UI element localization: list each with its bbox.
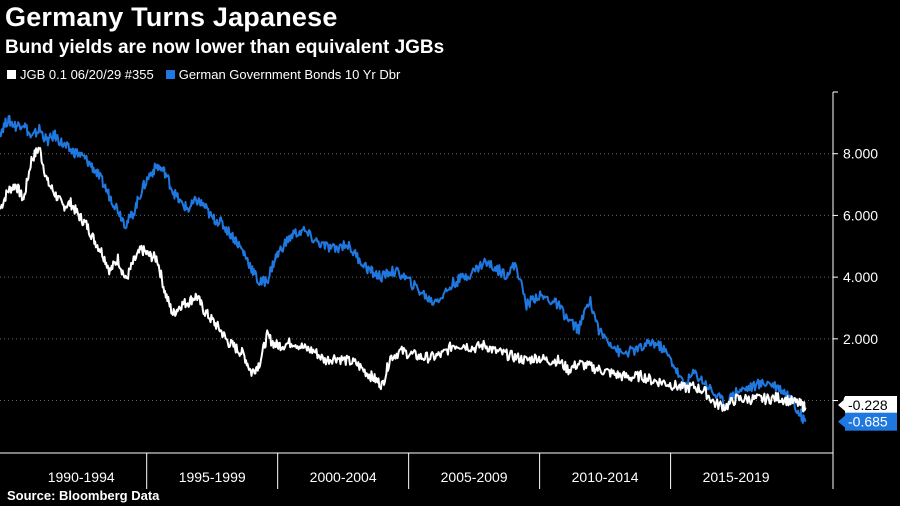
- x-tick-label: 1995-1999: [179, 469, 246, 485]
- x-axis: 1990-1994 1995-1999 2000-2004 2005-2009 2010…: [0, 452, 834, 489]
- source-note: Source: Bloomberg Data: [7, 488, 160, 503]
- last-value-badge-pointer: [838, 415, 845, 428]
- chart-subtitle: Bund yields are now lower than equivalen…: [5, 37, 445, 58]
- last-value-badges: -0.228-0.685: [838, 396, 897, 431]
- legend-swatch-jgb: [7, 70, 16, 79]
- last-value-badge: [845, 412, 897, 431]
- last-value-badge-pointer: [838, 399, 845, 411]
- last-value-label: -0.685: [848, 414, 888, 430]
- x-tick-label: 2000-2004: [310, 469, 377, 485]
- series-line-jgb: [0, 146, 807, 413]
- x-tick-label: 2005-2009: [441, 469, 508, 485]
- last-value-label: -0.228: [848, 397, 888, 413]
- x-tick-label: 2010-2014: [572, 469, 639, 485]
- series-line-bund: [0, 114, 807, 424]
- legend-swatch-bund: [165, 70, 175, 79]
- legend-label-jgb: JGB 0.1 06/20/29 #355: [20, 67, 154, 82]
- legend-label-bund: German Government Bonds 10 Yr Dbr: [178, 67, 401, 82]
- x-tick-label: 1990-1994: [48, 469, 115, 485]
- chart-title: Germany Turns Japanese: [5, 2, 338, 32]
- y-tick-label: 6.000: [843, 207, 878, 223]
- series-lines: [0, 114, 807, 424]
- y-tick-label: 2.000: [843, 331, 878, 347]
- last-value-badge: [845, 396, 897, 414]
- legend: JGB 0.1 06/20/29 #355 German Government …: [7, 67, 412, 82]
- x-tick-label: 2015-2019: [703, 469, 770, 485]
- legend-item-bund: German Government Bonds 10 Yr Dbr: [165, 67, 401, 82]
- y-tick-label: 8.000: [843, 146, 878, 162]
- y-tick-label: 4.000: [843, 269, 878, 285]
- legend-item-jgb: JGB 0.1 06/20/29 #355: [7, 67, 154, 82]
- grid-lines: [0, 153, 833, 402]
